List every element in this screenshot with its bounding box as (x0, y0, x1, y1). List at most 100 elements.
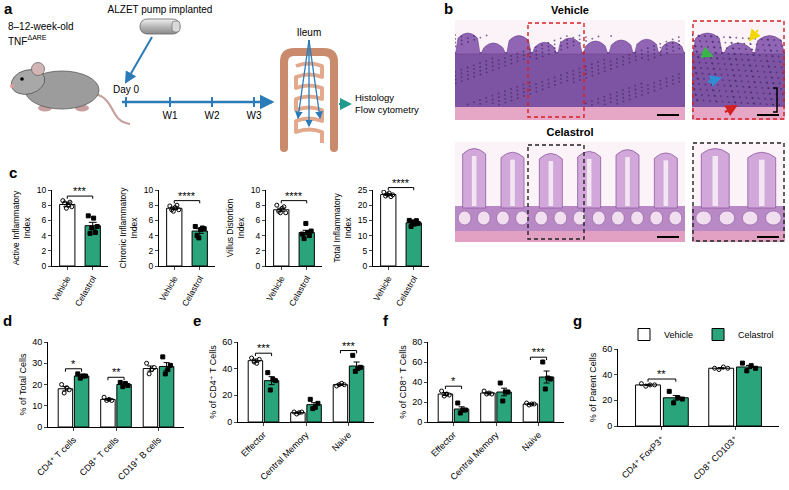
svg-text:**: ** (657, 368, 666, 380)
svg-text:2: 2 (149, 246, 154, 256)
svg-text:Celastrol: Celastrol (738, 330, 774, 340)
svg-text:4: 4 (42, 231, 47, 241)
svg-text:Flow cytometry: Flow cytometry (355, 104, 419, 115)
svg-text:Vehicle: Vehicle (664, 330, 693, 340)
svg-text:ALZET pump implanted: ALZET pump implanted (108, 4, 213, 15)
svg-text:*: * (71, 358, 76, 370)
svg-text:**: ** (112, 366, 121, 378)
svg-text:Vehicle: Vehicle (551, 4, 589, 16)
svg-text:% of CD4⁺ T Cells: % of CD4⁺ T Cells (208, 345, 218, 419)
svg-text:***: *** (532, 346, 546, 358)
svg-text:2: 2 (256, 246, 261, 256)
svg-text:****: **** (178, 190, 196, 202)
svg-text:% of CD8⁺ T Cells: % of CD8⁺ T Cells (398, 345, 408, 419)
svg-text:Day 0: Day 0 (113, 84, 140, 95)
svg-text:0: 0 (149, 261, 154, 271)
svg-text:60: 60 (412, 357, 422, 367)
html-text:g: g (573, 312, 583, 329)
svg-text:0: 0 (256, 261, 261, 271)
svg-text:40: 40 (32, 337, 42, 347)
svg-text:Celastrol: Celastrol (73, 274, 98, 308)
svg-text:10: 10 (251, 185, 261, 195)
svg-text:80: 80 (412, 337, 422, 347)
svg-text:0: 0 (227, 417, 232, 427)
svg-text:****: **** (285, 190, 303, 202)
svg-text:W3: W3 (247, 110, 262, 121)
svg-text:Celastrol: Celastrol (394, 274, 419, 308)
svg-text:6: 6 (256, 215, 261, 225)
svg-text:10: 10 (144, 185, 154, 195)
svg-text:***: *** (257, 342, 271, 354)
svg-text:Vehicle: Vehicle (371, 274, 394, 303)
svg-text:Celastrol: Celastrol (287, 274, 312, 308)
svg-text:***: *** (73, 185, 87, 197)
svg-text:Histology: Histology (355, 92, 394, 103)
svg-text:W2: W2 (205, 110, 220, 121)
svg-text:CD19⁺ B cells: CD19⁺ B cells (116, 434, 164, 482)
svg-text:Total InflammatoryIndex: Total InflammatoryIndex (332, 193, 353, 263)
svg-text:0: 0 (607, 421, 612, 431)
svg-text:CD8⁺ CD103⁺: CD8⁺ CD103⁺ (692, 434, 740, 482)
svg-text:30: 30 (32, 358, 42, 368)
svg-text:b: b (444, 0, 453, 17)
svg-text:10: 10 (358, 231, 368, 241)
svg-text:40: 40 (602, 370, 612, 380)
svg-text:6: 6 (149, 215, 154, 225)
svg-text:10: 10 (32, 401, 42, 411)
svg-text:5: 5 (363, 246, 368, 256)
svg-text:Chronic InflammatoryIndex: Chronic InflammatoryIndex (118, 187, 139, 269)
svg-text:Active InflammatoryIndex: Active InflammatoryIndex (11, 190, 32, 265)
svg-text:0: 0 (417, 417, 422, 427)
svg-text:Central Memory: Central Memory (258, 429, 311, 482)
svg-text:0: 0 (42, 261, 47, 271)
svg-text:Central Memory: Central Memory (448, 429, 501, 482)
svg-text:25: 25 (358, 185, 368, 195)
svg-text:Celastrol: Celastrol (180, 274, 205, 308)
svg-text:*: * (451, 375, 456, 387)
svg-text:W1: W1 (163, 110, 178, 121)
svg-text:CD4⁺ FoxP3⁺: CD4⁺ FoxP3⁺ (620, 434, 667, 481)
svg-text:10: 10 (37, 185, 47, 195)
svg-text:***: *** (342, 340, 356, 352)
svg-text:20: 20 (358, 200, 368, 210)
svg-text:0: 0 (363, 261, 368, 271)
svg-text:Villus DistortionIndex: Villus DistortionIndex (225, 199, 246, 258)
svg-text:Effector: Effector (429, 430, 458, 459)
html-text:c: c (9, 164, 18, 181)
svg-text:Naive: Naive (330, 430, 353, 453)
svg-text:8: 8 (149, 200, 154, 210)
svg-text:Ileum: Ileum (297, 27, 321, 38)
svg-text:40: 40 (412, 377, 422, 387)
svg-text:20: 20 (222, 390, 232, 400)
svg-text:20: 20 (602, 395, 612, 405)
svg-text:CD4⁺ T cells: CD4⁺ T cells (35, 434, 78, 477)
svg-text:Effector: Effector (239, 430, 268, 459)
html-text:e: e (193, 312, 202, 329)
svg-text:0: 0 (37, 422, 42, 432)
svg-text:****: **** (392, 177, 410, 189)
svg-text:CD8⁺ T cells: CD8⁺ T cells (78, 434, 121, 477)
svg-text:Vehicle: Vehicle (50, 274, 73, 303)
svg-text:8–12-week-old: 8–12-week-old (8, 21, 74, 32)
svg-text:% of Parent Cells: % of Parent Cells (588, 352, 598, 422)
svg-text:60: 60 (222, 337, 232, 347)
svg-text:Naive: Naive (520, 430, 543, 453)
svg-text:4: 4 (256, 231, 261, 241)
svg-text:40: 40 (222, 364, 232, 374)
svg-text:20: 20 (412, 397, 422, 407)
svg-text:60: 60 (602, 344, 612, 354)
svg-text:% of Total Cells: % of Total Cells (18, 353, 28, 415)
svg-text:Vehicle: Vehicle (157, 274, 180, 303)
svg-text:2: 2 (42, 246, 47, 256)
svg-text:4: 4 (149, 231, 154, 241)
svg-text:TNFΔARE: TNFΔARE (8, 34, 47, 47)
svg-text:15: 15 (358, 215, 368, 225)
svg-text:8: 8 (42, 200, 47, 210)
html-text:d: d (3, 312, 13, 329)
svg-text:a: a (4, 0, 13, 17)
svg-text:6: 6 (42, 215, 47, 225)
svg-text:20: 20 (32, 380, 42, 390)
svg-text:Vehicle: Vehicle (264, 274, 287, 303)
svg-text:Celastrol: Celastrol (546, 126, 593, 138)
svg-text:8: 8 (256, 200, 261, 210)
